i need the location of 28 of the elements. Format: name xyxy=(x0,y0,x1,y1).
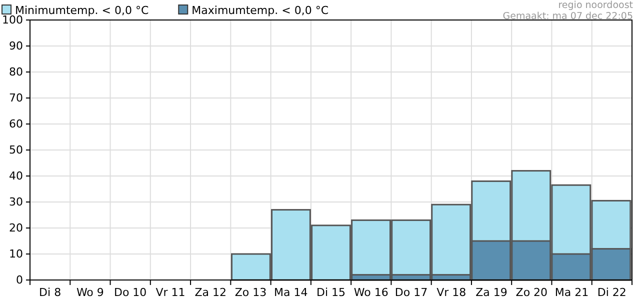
x-tick-label: Di 8 xyxy=(39,286,62,299)
x-tick-label: Do 17 xyxy=(394,286,428,299)
x-tick-label: Za 19 xyxy=(476,286,508,299)
x-tick-label: Vr 11 xyxy=(156,286,186,299)
y-tick-label: 60 xyxy=(9,118,23,131)
legend-label: Maximumtemp. < 0,0 °C xyxy=(192,4,329,17)
y-tick-label: 40 xyxy=(9,170,23,183)
x-tick-label: Zo 13 xyxy=(234,286,267,299)
y-tick-label: 90 xyxy=(9,40,23,53)
x-tick-label: Zo 20 xyxy=(516,286,548,299)
y-tick-label: 0 xyxy=(16,274,23,287)
y-tick-label: 70 xyxy=(9,92,23,105)
annotation: Gemaakt: ma 07 dec 22:05 xyxy=(502,11,633,22)
x-tick-label: Wo 9 xyxy=(76,286,104,299)
y-tick-label: 30 xyxy=(9,196,23,209)
x-tick-label: Do 10 xyxy=(114,286,147,299)
x-tick-label: Ma 21 xyxy=(554,286,589,299)
x-tick-label: Di 22 xyxy=(597,286,626,299)
y-tick-label: 80 xyxy=(9,66,23,79)
y-tick-label: 10 xyxy=(9,248,23,261)
x-tick-label: Wo 16 xyxy=(354,286,388,299)
x-tick-label: Ma 14 xyxy=(274,286,308,299)
text: regio noordoost xyxy=(558,0,634,11)
x-tick-label: Di 15 xyxy=(316,286,346,299)
x-tick-label: Za 12 xyxy=(194,286,226,299)
y-tick-label: 50 xyxy=(9,144,23,157)
x-tick-label: Vr 18 xyxy=(436,286,466,299)
y-tick-label: 20 xyxy=(9,222,23,235)
